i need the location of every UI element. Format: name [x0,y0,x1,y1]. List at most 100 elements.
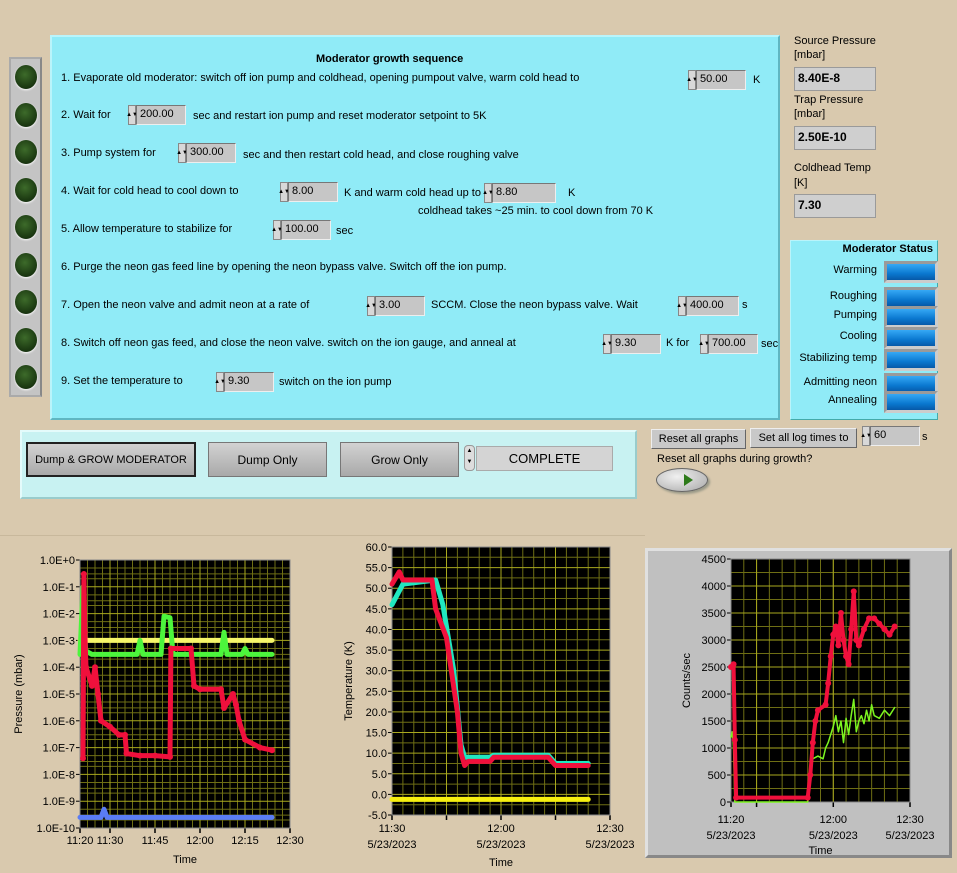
spinner-icon[interactable]: ▲▼ [278,182,290,202]
temperature-chart: 60.0 55.0 50.0 45.0 40.0 35.0 30.0 25.0 20.0 15.0… [343,542,635,869]
y-tick-label: 2000 [702,689,726,701]
spinner-icon[interactable]: ▲▼ [676,296,688,316]
step1-unit: K [753,74,761,86]
anneal-time-input[interactable]: ▲▼ 700.00 [698,334,758,354]
spinner-icon[interactable]: ▲▼ [365,296,377,316]
warm-temp-input[interactable]: ▲▼ 50.00 [686,70,746,90]
coldhead-temp-value: 7.30 [794,194,876,218]
y-tick-label: 1.0E-6 [43,716,75,728]
step-led-1 [15,65,37,89]
final-temp-input[interactable]: ▲▼ 9.30 [214,372,274,392]
x-tick-date-label: 5/23/2023 [707,830,756,842]
step-led-column [9,57,42,397]
y-tick-label: 1.0E-5 [43,689,75,701]
x-tick-date-label: 5/23/2023 [886,830,935,842]
data-point [809,739,816,746]
reset-all-graphs-button[interactable]: Reset all graphs [651,429,746,449]
y-tick-label: 25.0 [366,686,387,698]
step9-text: 9. Set the temperature to [61,375,183,387]
state-spinner-icon[interactable]: ▲ ▼ [464,445,475,471]
spinner-icon[interactable]: ▲▼ [860,426,872,446]
spinner-icon[interactable]: ▲▼ [126,105,138,125]
y-tick-label: 40.0 [366,624,387,636]
status-indicator-bar [884,327,938,349]
data-point [152,752,158,759]
y-tick-label: 20.0 [366,707,387,719]
step-led-6 [15,252,37,277]
moderator-status-title: Moderator Status [842,243,933,255]
y-tick-label: 1000 [702,743,726,755]
data-point [83,664,89,671]
neon-wait-input[interactable]: ▲▼ 400.00 [676,296,739,316]
anneal-temp-input[interactable]: ▲▼ 9.30 [601,334,661,354]
x-tick-label: 12:00 [487,823,515,835]
y-axis-title: Temperature (K) [343,641,355,720]
growth-control-panel: Dump & GROW MODERATOR Dump Only Grow Onl… [20,430,637,499]
y-axis-title: Counts/sec [681,652,693,708]
x-tick-label: 12:30 [596,823,624,835]
wait-time-input[interactable]: ▲▼ 200.00 [126,105,186,125]
status-indicator-bar [884,349,938,371]
spinner-icon[interactable]: ▲▼ [601,334,613,354]
data-point [218,686,224,693]
data-point [167,753,173,760]
y-tick-label: 1500 [702,716,726,728]
dump-grow-moderator-button[interactable]: Dump & GROW MODERATOR [26,442,196,477]
neon-rate-input[interactable]: ▲▼ 3.00 [365,296,425,316]
step5-text: 5. Allow temperature to stabilize for [61,223,233,235]
y-axis-title: Pressure (mbar) [13,654,25,733]
step8-unit: sec [761,338,779,350]
y-tick-label: 1.0E+0 [40,555,75,567]
x-tick-date-label: 5/23/2023 [586,839,635,851]
y-tick-label: -5.0 [368,810,387,822]
trap-pressure-label: Trap Pressure [794,94,864,106]
data-point [188,645,194,652]
set-all-log-times-button[interactable]: Set all log times to [750,428,857,448]
y-tick-label: 1.0E-10 [36,823,75,835]
stabilize-time-input[interactable]: ▲▼ 100.00 [271,220,331,240]
chart-area [0,535,645,873]
x-tick-date-label: 5/23/2023 [368,839,417,851]
status-label: Pumping [833,309,877,321]
plot-border [391,546,611,816]
x-tick-label: 12:30 [896,814,924,826]
step4-text: 4. Wait for cold head to cool down to [61,185,239,197]
data-point [123,750,130,757]
dump-only-button[interactable]: Dump Only [208,442,327,477]
spinner-icon[interactable]: ▲▼ [214,372,226,392]
spinner-icon[interactable]: ▲▼ [271,220,283,240]
y-tick-label: 45.0 [366,604,387,616]
series-line-2 [389,569,591,769]
step2-after: sec and restart ion pump and reset moder… [193,110,487,122]
data-point [866,615,873,622]
data-point [835,642,842,649]
grow-only-button[interactable]: Grow Only [340,442,459,477]
step2-text: 2. Wait for [61,109,111,121]
y-tick-label: 60.0 [366,542,387,554]
x-axis-title: Time [489,857,513,869]
log-time-input[interactable]: ▲▼ 60 [860,426,920,446]
data-point [116,731,122,738]
warm-up-temp-input[interactable]: ▲▼ 8.80 [482,183,556,203]
sequence-state-display[interactable]: COMPLETE [476,446,613,471]
data-point [876,620,883,627]
data-point [886,631,893,638]
spinner-icon[interactable]: ▲▼ [686,70,698,90]
spinner-icon[interactable]: ▲▼ [482,183,494,203]
y-tick-label: 1.0E-7 [43,743,75,755]
spinner-icon[interactable]: ▲▼ [176,143,188,163]
y-tick-label: 500 [708,770,726,782]
reset-during-growth-toggle[interactable] [656,468,708,492]
pump-time-input[interactable]: ▲▼ 300.00 [176,143,236,163]
coldhead-temp-unit: [K] [794,177,808,189]
cool-temp-input[interactable]: ▲▼ 8.00 [278,182,338,202]
status-label: Roughing [829,290,877,302]
step4-unit: K [568,187,576,199]
x-tick-label: 11:20 [67,835,94,847]
y-tick-label: 0 [720,797,726,809]
data-point [221,705,227,712]
spinner-icon[interactable]: ▲▼ [698,334,710,354]
y-tick-label: 50.0 [366,583,387,595]
data-point [807,772,814,778]
x-axis-title: Time [808,845,832,857]
